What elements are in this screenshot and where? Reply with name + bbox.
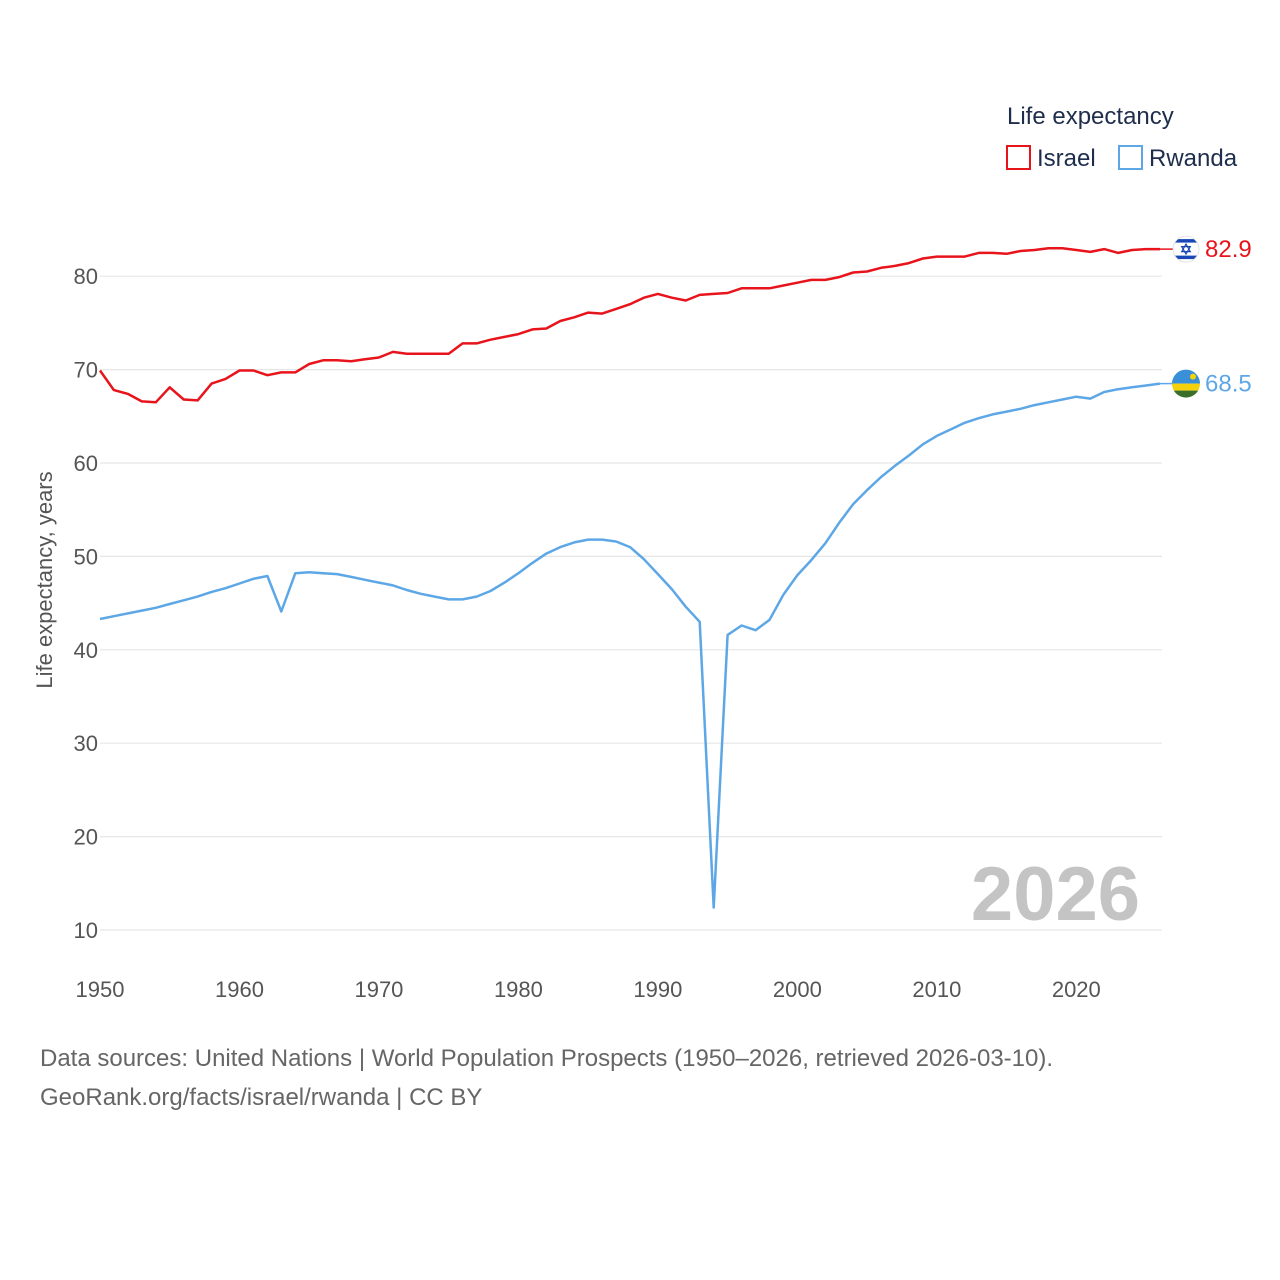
legend-label-israel: Israel <box>1037 145 1096 172</box>
grid-lines <box>100 275 1162 931</box>
legend-swatch-rwanda <box>1118 145 1143 170</box>
israel-end-value: 82.9 <box>1205 236 1252 263</box>
rwanda-end-value: 68.5 <box>1205 371 1252 398</box>
y-tick-label: 50 <box>74 544 98 569</box>
end-marker-israel: 82.9 <box>1172 235 1252 263</box>
legend-label-rwanda: Rwanda <box>1149 145 1238 172</box>
x-tick-label: 2000 <box>773 977 822 1002</box>
legend-item-israel[interactable]: Israel <box>1006 145 1096 172</box>
end-marker-rwanda: 68.5 <box>1172 369 1252 398</box>
x-tick-label: 2010 <box>912 977 961 1002</box>
x-tick-label: 1960 <box>215 977 264 1002</box>
legend-swatch-israel <box>1006 145 1031 170</box>
y-tick-label: 20 <box>74 825 98 850</box>
y-tick-label: 40 <box>74 638 98 663</box>
legend-title: Life expectancy <box>1007 103 1174 130</box>
y-axis-title: Life expectancy, years <box>32 471 57 688</box>
israel-flag-icon <box>1172 235 1200 263</box>
rwanda-flag-icon <box>1172 369 1200 398</box>
legend-item-rwanda[interactable]: Rwanda <box>1118 145 1238 172</box>
x-tick-label: 1970 <box>354 977 403 1002</box>
y-tick-label: 80 <box>74 264 98 289</box>
legend[interactable]: Life expectancy Israel Rwanda <box>1006 103 1238 172</box>
x-tick-label: 1950 <box>76 977 125 1002</box>
x-tick-label: 2020 <box>1052 977 1101 1002</box>
year-overlay-label: 2026 <box>971 852 1140 937</box>
y-tick-label: 70 <box>74 358 98 383</box>
x-tick-label: 1980 <box>494 977 543 1002</box>
footer-source: Data sources: United Nations | World Pop… <box>40 1045 1054 1072</box>
series-line-rwanda[interactable] <box>99 382 1161 909</box>
x-axis-ticks: 1950 1960 1970 1980 1990 2000 2010 2020 <box>76 977 1101 1002</box>
y-tick-label: 10 <box>74 918 98 943</box>
series-line-israel[interactable] <box>98 246 1160 404</box>
y-tick-label: 30 <box>74 731 98 756</box>
x-tick-label: 1990 <box>633 977 682 1002</box>
footer-link[interactable]: GeoRank.org/facts/israel/rwanda | CC BY <box>40 1084 483 1111</box>
y-axis-ticks: 10 20 30 40 50 60 70 80 <box>74 264 98 943</box>
y-tick-label: 60 <box>74 451 98 476</box>
series-lines <box>98 246 1173 909</box>
